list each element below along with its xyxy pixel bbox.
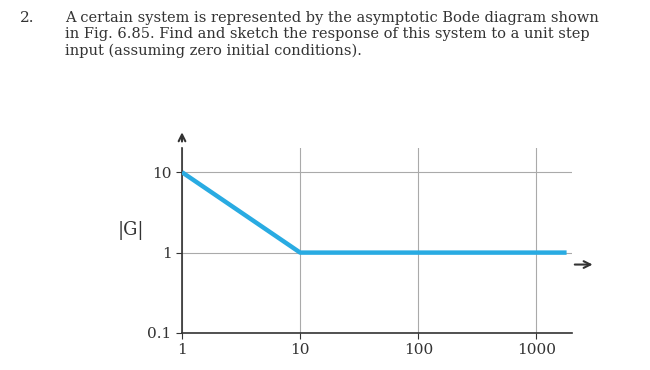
Text: 2.: 2.	[20, 11, 34, 25]
X-axis label: ω: ω	[370, 366, 384, 370]
Y-axis label: |G|: |G|	[118, 222, 144, 240]
Text: A certain system is represented by the asymptotic Bode diagram shown
in Fig. 6.8: A certain system is represented by the a…	[65, 11, 599, 58]
